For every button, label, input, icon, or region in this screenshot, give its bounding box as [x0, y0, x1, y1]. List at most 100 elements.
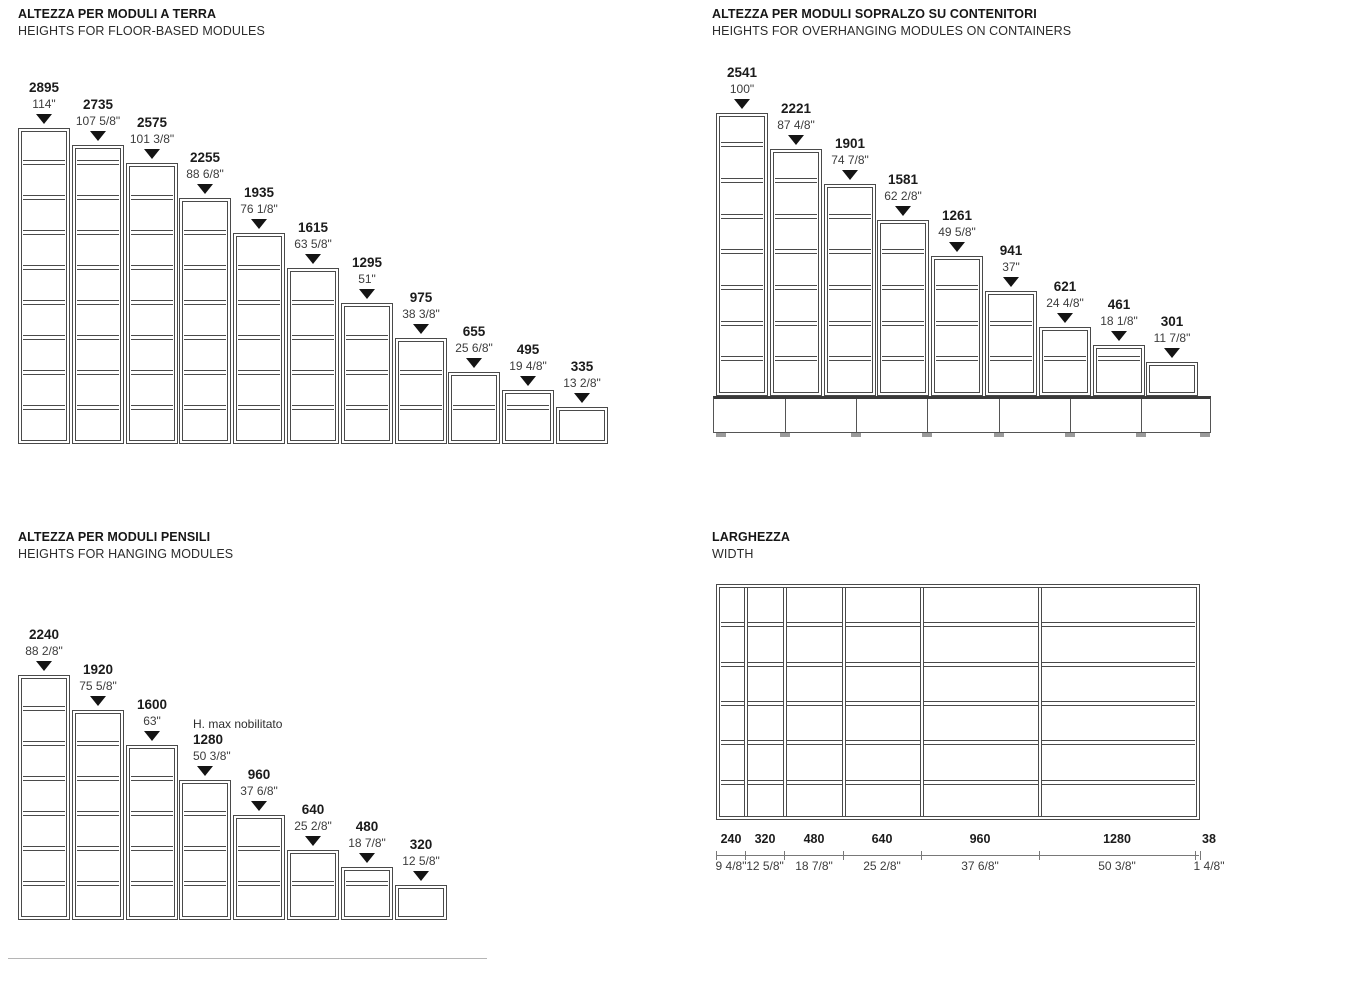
plinth-divider	[785, 399, 786, 432]
module-height-inch: 37"	[1002, 260, 1020, 274]
dimension-tick	[921, 851, 922, 860]
shelf-line	[23, 265, 65, 270]
module-inner-frame	[1042, 330, 1088, 393]
shelf-line	[882, 321, 924, 326]
shelf-line	[77, 160, 119, 165]
hanging-title-italian: ALTEZZA PER MODULI PENSILI	[18, 530, 211, 544]
module-height-inch: 63"	[143, 714, 161, 728]
module-height-inch: 19 4/8"	[509, 359, 547, 373]
dimension-marker-icon	[197, 766, 213, 776]
shelf-line	[721, 740, 1195, 745]
module-column	[770, 149, 822, 396]
dimension-marker-icon	[359, 853, 375, 863]
module-label: 1615 63 5/8"	[268, 220, 358, 252]
dimension-tick	[843, 851, 844, 860]
module-inner-frame	[827, 187, 873, 393]
module-height-inch: 63 5/8"	[294, 237, 332, 251]
module-height-inch: 107 5/8"	[75, 114, 121, 128]
shelf-line	[882, 285, 924, 290]
shelf-line	[829, 214, 871, 219]
module-column	[395, 885, 447, 920]
dimension-tick	[1195, 851, 1196, 860]
module-inner-frame	[129, 748, 175, 917]
module-height-mm: 960	[247, 767, 271, 782]
shelf-line	[131, 230, 173, 235]
vertical-divider	[1038, 588, 1042, 816]
module-label: 2541 100"	[697, 65, 787, 97]
module-height-inch: 100"	[729, 82, 755, 96]
module-height-mm: 1280	[193, 732, 224, 747]
plinth-divider	[1141, 399, 1142, 432]
floor-title-english: HEIGHTS FOR FLOOR-BASED MODULES	[18, 24, 265, 38]
module-height-mm: 335	[570, 359, 594, 374]
module-column	[1039, 327, 1091, 396]
module-height-inch: 74 7/8"	[831, 153, 869, 167]
plinth-divider	[1070, 399, 1071, 432]
shelf-line	[77, 370, 119, 375]
shelf-line	[775, 178, 817, 183]
module-inner-frame	[398, 341, 444, 441]
module-label: 975 38 3/8"	[376, 290, 466, 322]
dimension-marker-icon	[413, 871, 429, 881]
shelf-line	[292, 300, 334, 305]
module-inner-frame	[988, 294, 1034, 393]
module-label: 1600 63"	[107, 697, 197, 729]
module-label: 320 12 5/8"	[376, 837, 466, 869]
module-label: 2255 88 6/8"	[160, 150, 250, 182]
module-column	[395, 338, 447, 444]
dimension-marker-icon	[197, 184, 213, 194]
dimension-marker-icon	[574, 393, 590, 403]
module-height-mm: 2240	[28, 627, 60, 642]
shelf-line	[23, 370, 65, 375]
shelf-line	[23, 881, 65, 886]
shelf-line	[829, 356, 871, 361]
module-inner-frame	[290, 271, 336, 441]
vertical-divider	[842, 588, 846, 816]
shelf-line	[23, 741, 65, 746]
shelf-line	[721, 356, 763, 361]
segment-width-mm: 38	[1202, 832, 1216, 846]
segment-width-mm: 320	[754, 832, 776, 846]
module-inner-frame	[236, 818, 282, 917]
shelf-line	[292, 881, 334, 886]
module-column	[179, 198, 231, 444]
panel-title-overhang: ALTEZZA PER MODULI SOPRALZO SU CONTENITO…	[712, 6, 1071, 40]
dimension-marker-icon	[305, 254, 321, 264]
width-dimension-line	[716, 855, 1199, 856]
module-column	[72, 710, 124, 920]
shelf-line	[23, 230, 65, 235]
plinth-foot	[1136, 433, 1146, 437]
module-height-mm: 975	[409, 290, 433, 305]
plinth-foot	[851, 433, 861, 437]
module-height-mm: 1295	[351, 255, 383, 270]
shelf-line	[990, 356, 1032, 361]
dimension-marker-icon	[144, 731, 160, 741]
shelf-line	[77, 776, 119, 781]
shelf-line	[23, 195, 65, 200]
dimension-marker-icon	[359, 289, 375, 299]
module-label: 1935 76 1/8"	[214, 185, 304, 217]
dimension-marker-icon	[842, 170, 858, 180]
module-inner-frame	[880, 223, 926, 393]
module-height-mm: 1615	[297, 220, 329, 235]
dimension-marker-icon	[36, 661, 52, 671]
shelf-line	[775, 249, 817, 254]
shelf-line	[77, 881, 119, 886]
dimension-marker-icon	[788, 135, 804, 145]
width-title-english: WIDTH	[712, 547, 754, 561]
shelf-line	[936, 285, 978, 290]
module-height-mm: 941	[999, 243, 1023, 258]
module-height-inch: 114"	[32, 97, 56, 111]
shelf-line	[721, 780, 1195, 785]
module-height-mm: 655	[462, 324, 486, 339]
shelf-line	[936, 356, 978, 361]
module-column	[502, 390, 554, 444]
shelf-line	[23, 811, 65, 816]
module-height-mm: 1901	[834, 136, 866, 151]
module-label: 2575 101 3/8"	[107, 115, 197, 147]
module-height-mm: 1920	[82, 662, 114, 677]
module-height-mm: 2575	[136, 115, 168, 130]
shelf-line	[184, 230, 226, 235]
dimension-marker-icon	[1111, 331, 1127, 341]
